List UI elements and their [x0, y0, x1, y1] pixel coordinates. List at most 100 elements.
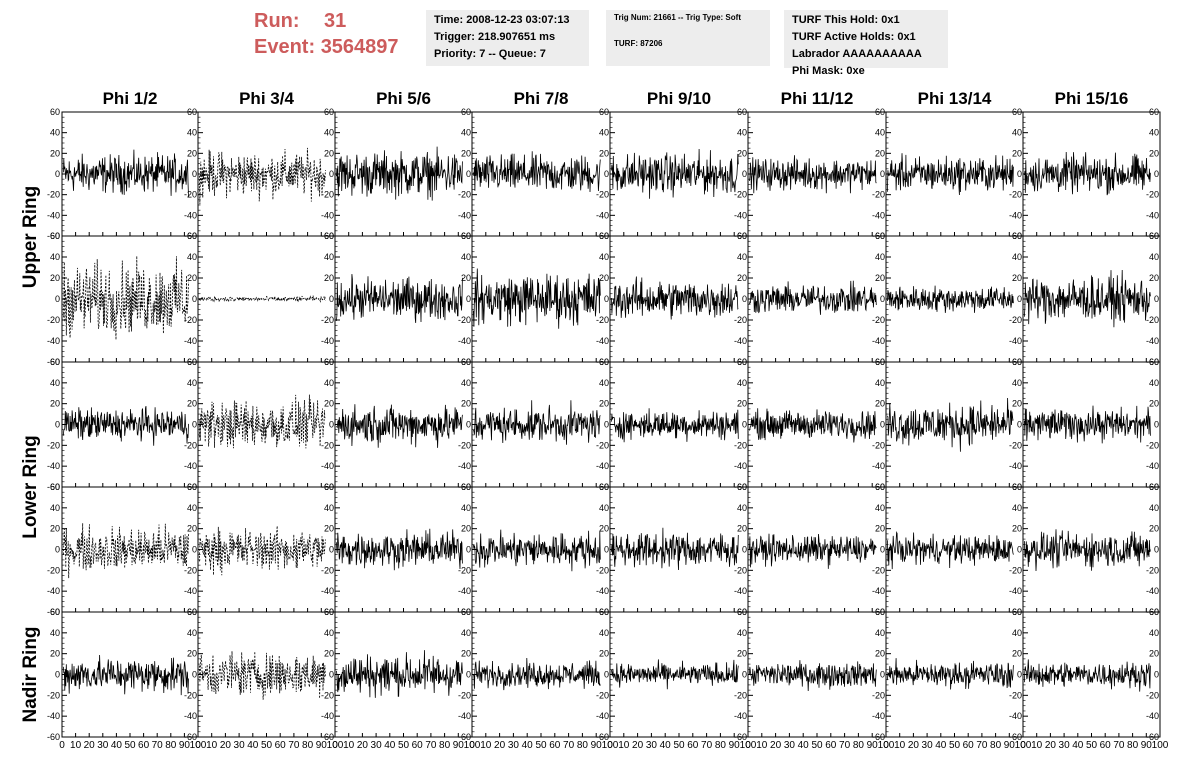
x-tick-label: 50 — [398, 740, 410, 751]
y-tick-label-inner: 20 — [1149, 399, 1159, 409]
y-tick-label-inner: 60 — [737, 482, 747, 492]
y-tick-label-inner: 40 — [875, 628, 885, 638]
y-tick-label-inner: -40 — [596, 336, 609, 346]
y-tick-label-inner: 20 — [461, 524, 471, 534]
x-tick-label: 30 — [784, 740, 796, 751]
waveform-trace-r3-c7 — [1024, 529, 1151, 572]
waveform-trace-r4-c5 — [749, 660, 877, 692]
y-tick-label-inner: -40 — [734, 461, 747, 471]
y-tick-label-inner: -40 — [734, 586, 747, 596]
x-tick-label: 70 — [288, 740, 300, 751]
y-tick-label-inner: 40 — [1012, 628, 1022, 638]
y-tick-label-inner: 40 — [737, 503, 747, 513]
y-tick-label-inner: 60 — [737, 357, 747, 367]
waveform-trace-r4-c7 — [1024, 659, 1151, 692]
y-tick-label-inner: -20 — [1009, 690, 1022, 700]
waveform-trace-r3-c5 — [749, 533, 877, 569]
y-tick-label-inner: 40 — [737, 252, 747, 262]
y-tick-label-inner: 0 — [329, 294, 334, 304]
y-tick-label-inner: 40 — [461, 252, 471, 262]
y-tick-label-inner: 40 — [1149, 128, 1159, 138]
y-tick-label-inner: 20 — [1012, 649, 1022, 659]
y-tick-label-inner: -20 — [321, 315, 334, 325]
y-tick-label: 40 — [50, 128, 60, 138]
x-tick-label: 30 — [97, 740, 109, 751]
y-tick-label-inner: 60 — [461, 231, 471, 241]
y-tick-label-inner: 0 — [192, 294, 197, 304]
waveform-trace-r3-c3 — [473, 529, 601, 572]
panel-frame-r0-c0 — [61, 111, 199, 237]
y-tick-label-inner: 0 — [466, 670, 471, 680]
x-tick-label: 40 — [522, 740, 534, 751]
x-tick-label: 20 — [632, 740, 644, 751]
y-tick-label-inner: -60 — [872, 732, 885, 742]
y-tick-label-inner: -40 — [734, 210, 747, 220]
y-tick-label: 0 — [55, 420, 60, 430]
y-tick-label-inner: 60 — [599, 357, 609, 367]
phi-mask-text: Phi Mask: 0xe — [792, 65, 865, 77]
y-tick-label: -40 — [47, 336, 60, 346]
waveform-trace-r0-c2 — [336, 146, 463, 201]
panel-frame-r1-c0 — [61, 235, 199, 363]
y-tick-label-inner: -40 — [321, 210, 334, 220]
x-tick-label: 40 — [111, 740, 123, 751]
x-tick-label: 0 — [469, 740, 475, 751]
y-tick-label-inner: 0 — [192, 670, 197, 680]
y-tick-label-inner: 60 — [599, 107, 609, 117]
waveform-trace-r3-c4 — [611, 527, 739, 571]
y-tick-label-inner: 60 — [461, 607, 471, 617]
y-tick-label-inner: 20 — [737, 148, 747, 158]
y-tick-label-inner: -20 — [872, 190, 885, 200]
y-tick-label-inner: 40 — [1149, 628, 1159, 638]
x-tick-label: 40 — [1072, 740, 1084, 751]
y-tick-label-inner: -20 — [1009, 565, 1022, 575]
y-tick-label-inner: -60 — [458, 732, 471, 742]
x-tick-label: 50 — [811, 740, 823, 751]
y-tick-label: 40 — [50, 503, 60, 513]
x-tick-label: 10 — [894, 740, 906, 751]
y-tick-label-inner: 0 — [1017, 169, 1022, 179]
run-value: 31 — [324, 10, 347, 32]
y-tick-label-inner: -20 — [872, 440, 885, 450]
y-tick-label: 40 — [50, 628, 60, 638]
y-tick-label: 20 — [50, 524, 60, 534]
trigger-text: Trigger: 218.907651 ms — [434, 31, 556, 43]
y-tick-label-inner: 20 — [1149, 148, 1159, 158]
waveform-trace-r2-c7 — [1024, 405, 1151, 444]
x-tick-label: 50 — [124, 740, 136, 751]
y-tick-label-inner: 20 — [875, 649, 885, 659]
y-tick-label-inner: 60 — [875, 231, 885, 241]
y-tick-label-inner: 20 — [187, 399, 197, 409]
x-tick-label: 20 — [220, 740, 232, 751]
waveform-trace-r1-c1 — [199, 294, 326, 303]
waveform-trace-r4-c4 — [611, 659, 739, 690]
y-tick-label-inner: 20 — [1149, 649, 1159, 659]
y-tick-label-inner: 0 — [742, 545, 747, 555]
y-tick-label-inner: 60 — [1149, 607, 1159, 617]
x-tick-label: 30 — [1059, 740, 1071, 751]
y-tick-label-inner: 60 — [737, 107, 747, 117]
y-tick-label-inner: 40 — [737, 128, 747, 138]
x-tick-label: 0 — [883, 740, 889, 751]
y-tick-label-inner: 60 — [461, 357, 471, 367]
y-tick-label-inner: 60 — [1012, 482, 1022, 492]
x-tick-label: 80 — [853, 740, 865, 751]
x-tick-label: 20 — [357, 740, 369, 751]
y-tick-label-inner: 60 — [461, 107, 471, 117]
x-tick-label: 40 — [660, 740, 672, 751]
y-tick-label-inner: -40 — [458, 210, 471, 220]
y-tick-label-inner: 40 — [599, 628, 609, 638]
y-tick-label-inner: 60 — [1149, 231, 1159, 241]
column-header-phi-7-8: Phi 7/8 — [514, 89, 569, 108]
x-tick-label: 0 — [195, 740, 201, 751]
y-tick-label-inner: 20 — [599, 399, 609, 409]
y-tick-label-inner: -40 — [1146, 586, 1159, 596]
y-tick-label-inner: -40 — [596, 586, 609, 596]
y-tick-label-inner: 20 — [187, 649, 197, 659]
y-tick-label-inner: -60 — [321, 732, 334, 742]
waveform-trace-r0-c0 — [63, 149, 189, 197]
waveform-trace-r0-c1 — [199, 147, 326, 205]
y-tick-label-inner: -40 — [184, 210, 197, 220]
y-tick-label-inner: 60 — [1149, 107, 1159, 117]
